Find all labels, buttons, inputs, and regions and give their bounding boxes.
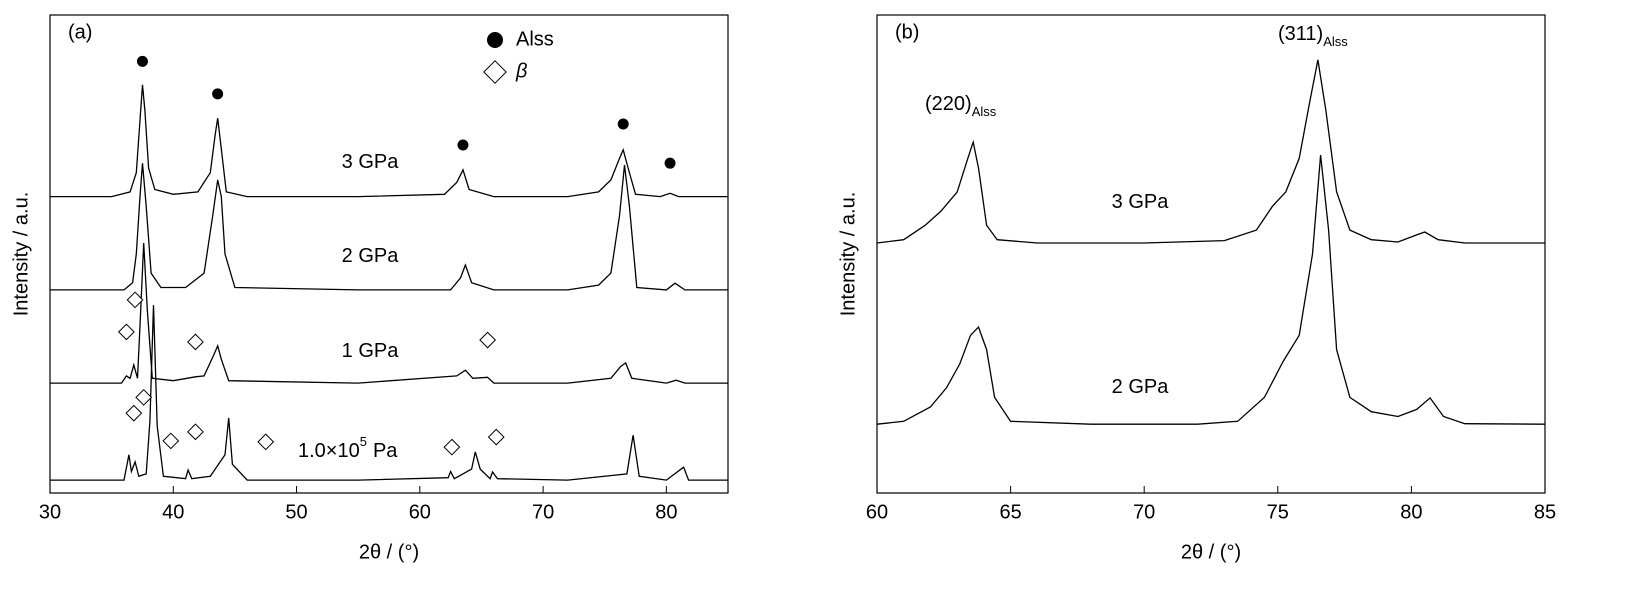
annotation-text: (220)	[925, 93, 972, 115]
marker	[126, 291, 144, 309]
marker	[136, 55, 148, 67]
marker	[443, 438, 461, 456]
annotation-text: 3 GPa	[342, 151, 400, 173]
annotation: 3 GPa	[342, 151, 400, 173]
annotation: 1.0×105 Pa	[298, 434, 398, 462]
marker	[162, 432, 180, 450]
annotation: (311)Alss	[1278, 23, 1348, 49]
marker	[664, 157, 676, 169]
annotation-suffix: Pa	[373, 440, 398, 462]
marker	[125, 404, 143, 422]
x-tick-label: 80	[655, 501, 677, 523]
annotation-text: 2 GPa	[342, 245, 400, 267]
marker	[187, 423, 204, 441]
annotation-text: 2 GPa	[1112, 376, 1170, 398]
annotation: (220)Alss	[925, 93, 997, 119]
marker	[257, 433, 275, 451]
panel-label: (a)	[68, 21, 92, 43]
marker	[212, 88, 224, 100]
marker	[487, 428, 505, 446]
x-tick-label: 65	[999, 501, 1021, 523]
plot-frame	[876, 14, 1546, 494]
legend-label: Alss	[516, 28, 554, 50]
y-axis-label: Intensity / a.u.	[837, 192, 859, 317]
spectrum-line	[50, 84, 728, 198]
x-tick-label: 40	[162, 501, 184, 523]
marker	[187, 333, 204, 351]
marker	[479, 331, 497, 349]
panel-label: (b)	[895, 21, 919, 43]
annotation: 2 GPa	[1112, 376, 1170, 398]
legend-marker	[483, 60, 507, 84]
x-tick-label: 60	[409, 501, 431, 523]
x-tick-label: 75	[1267, 501, 1289, 523]
spectrum-line	[876, 59, 1545, 244]
annotation-text: 3 GPa	[1112, 191, 1170, 213]
x-tick-label: 50	[285, 501, 307, 523]
annotation-text: 1.0×10	[298, 440, 360, 462]
annotation-text: (311)	[1278, 23, 1323, 45]
x-axis-label: 2θ / (°)	[1181, 541, 1241, 563]
x-tick-label: 80	[1400, 501, 1422, 523]
x-axis-label: 2θ / (°)	[359, 541, 419, 563]
spectrum-line	[50, 242, 728, 384]
spectrum-line	[50, 163, 728, 291]
marker	[118, 323, 135, 341]
spectrum-line	[50, 305, 728, 481]
x-tick-label: 85	[1534, 501, 1556, 523]
spectrum-line	[876, 155, 1546, 425]
marker	[617, 118, 629, 130]
x-tick-label: 30	[39, 501, 61, 523]
x-tick-label: 70	[1133, 501, 1155, 523]
legend-marker	[487, 32, 503, 48]
annotation: 2 GPa	[342, 245, 400, 267]
x-tick-label: 70	[532, 501, 554, 523]
annotation-sub: Alss	[972, 104, 997, 119]
annotation-sup: 5	[360, 434, 367, 449]
x-tick-label: 60	[866, 501, 888, 523]
marker	[135, 388, 153, 406]
plot-frame	[49, 14, 729, 494]
annotation: 3 GPa	[1112, 191, 1170, 213]
annotation-text: 1 GPa	[342, 340, 400, 362]
legend-label: β	[515, 60, 527, 82]
annotation-sub: Alss	[1323, 34, 1348, 49]
y-axis-label: Intensity / a.u.	[10, 192, 32, 317]
marker	[457, 139, 469, 151]
annotation: 1 GPa	[342, 340, 400, 362]
